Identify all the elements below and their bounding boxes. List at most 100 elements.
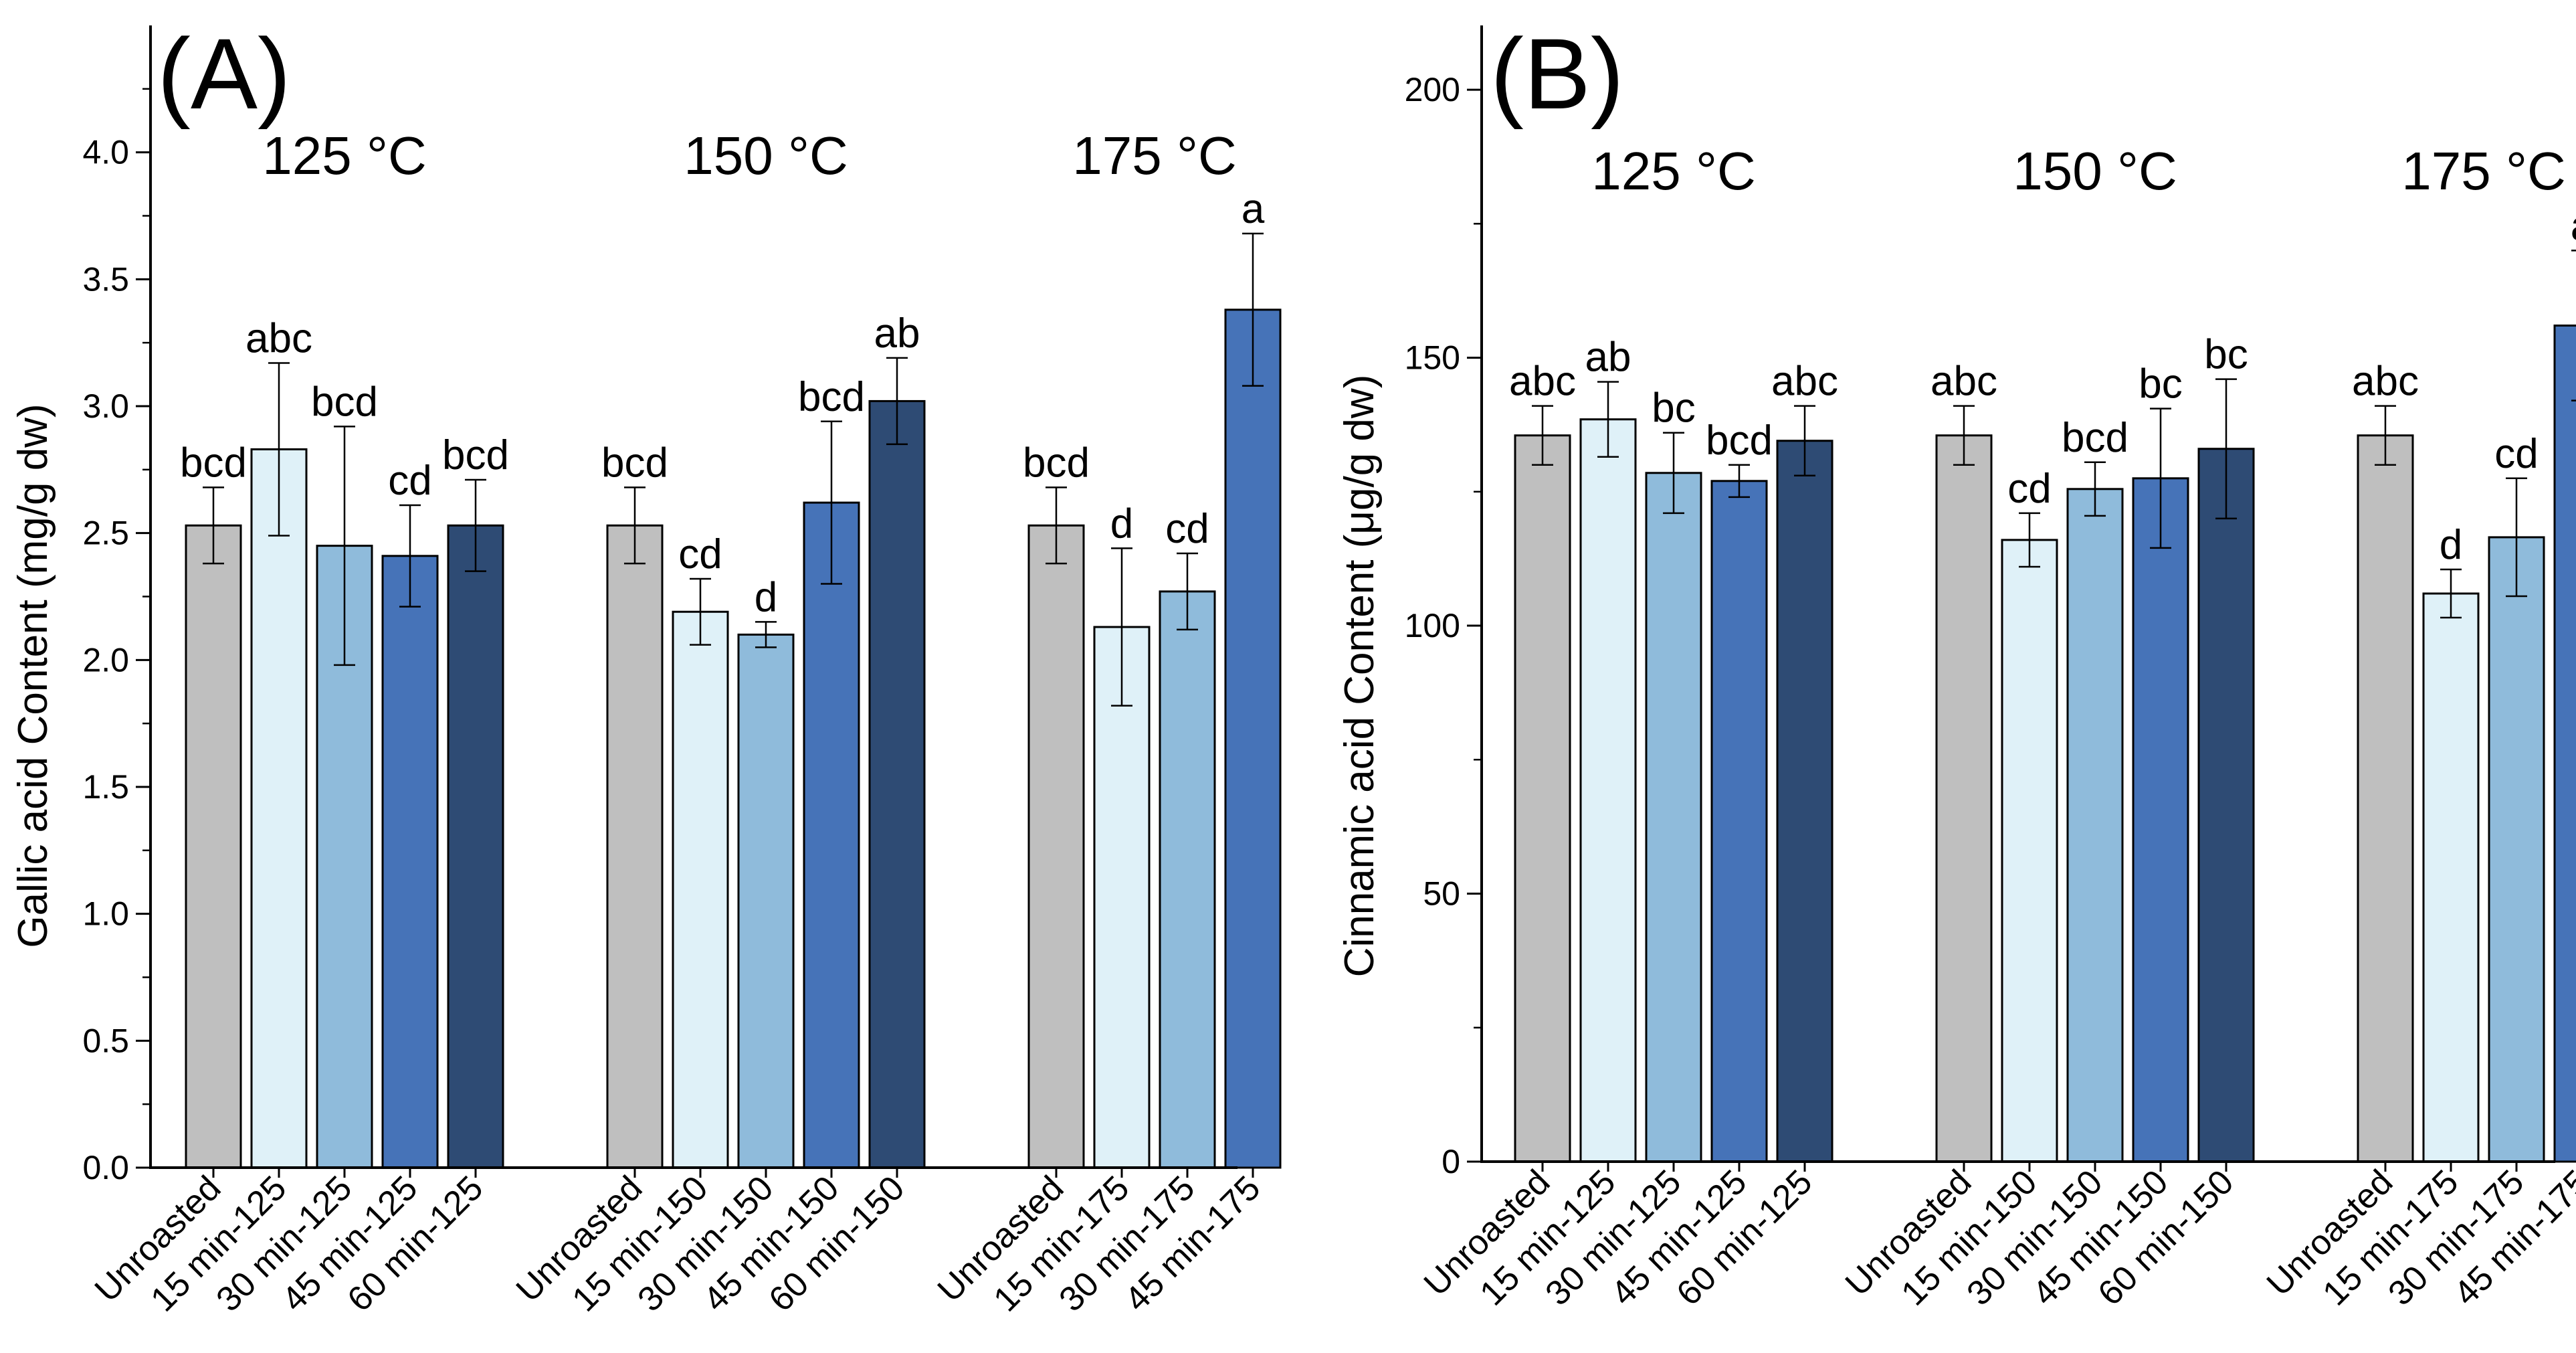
- significance-label: bcd: [1023, 440, 1090, 486]
- error-bar: [1177, 552, 1198, 631]
- bar: [672, 610, 729, 1169]
- y-tick-label: 3.5: [82, 260, 129, 298]
- bar: [803, 501, 860, 1169]
- panel-b-cinnamic-acid-chart: (B) Cinnamic acid Content (μg/g dw) abca…: [1336, 17, 2576, 1313]
- error-bar: [203, 486, 224, 565]
- error-bar: [1794, 405, 1815, 477]
- error-bar: [2440, 568, 2462, 619]
- y-tick-label: 150: [1405, 339, 1460, 377]
- panel-b-significance-labels: abcabbcbcdabcabccdbcdbcbcabcdcda: [1509, 203, 2576, 568]
- error-bar: [1242, 232, 1264, 387]
- significance-label: bcd: [798, 374, 865, 420]
- bar: [2197, 448, 2255, 1163]
- bar: [1027, 524, 1085, 1169]
- significance-label: cd: [2494, 431, 2538, 477]
- significance-label: abc: [245, 316, 312, 362]
- y-tick-label: 3.0: [82, 387, 129, 425]
- significance-label: cd: [1165, 506, 1209, 552]
- bar: [185, 524, 242, 1169]
- bar: [606, 524, 664, 1169]
- significance-label: bcd: [1706, 418, 1773, 464]
- y-tick-label: 0.5: [82, 1022, 129, 1059]
- y-tick-label: 2.5: [82, 515, 129, 552]
- bar: [1645, 472, 1702, 1163]
- panel-b-bars: [1514, 325, 2576, 1163]
- error-bar: [2215, 378, 2237, 520]
- panel-a-y-axis-label: Gallic acid Content (mg/g dw): [10, 403, 56, 948]
- bar: [737, 633, 795, 1169]
- bar: [2132, 477, 2189, 1163]
- panel-a-label: (A): [157, 17, 291, 130]
- bar: [1579, 418, 1637, 1163]
- significance-label: a: [2571, 203, 2576, 249]
- bar: [2357, 434, 2414, 1163]
- significance-label: d: [2440, 522, 2462, 568]
- error-bar: [2019, 512, 2040, 568]
- error-bar: [268, 362, 290, 537]
- error-bar: [755, 621, 777, 648]
- significance-label: bc: [2204, 332, 2248, 378]
- significance-label: abc: [2352, 359, 2419, 405]
- y-tick-label: 0.0: [82, 1149, 129, 1186]
- bar: [2553, 325, 2576, 1163]
- error-bar: [2506, 477, 2527, 598]
- bar: [1224, 308, 1282, 1169]
- bar: [250, 448, 308, 1169]
- temperature-label: 125 °C: [1591, 141, 1755, 201]
- panel-b-axes: [1480, 25, 2555, 1163]
- significance-label: bcd: [311, 379, 378, 425]
- significance-label: d: [755, 574, 777, 620]
- error-bar: [2084, 461, 2106, 517]
- bar: [1776, 440, 1834, 1163]
- significance-label: a: [1242, 186, 1265, 232]
- significance-label: bc: [2139, 361, 2182, 408]
- significance-label: abc: [1930, 359, 1997, 405]
- bar: [2488, 536, 2545, 1163]
- y-tick-label: 50: [1423, 875, 1460, 913]
- y-tick-label: 100: [1405, 607, 1460, 644]
- panel-a-temperature-labels: 125 °C 150 °C 175 °C: [262, 126, 1236, 185]
- y-tick-label: 0: [1442, 1143, 1460, 1180]
- error-bar: [2571, 250, 2576, 401]
- significance-label: abc: [1771, 359, 1838, 405]
- error-bar: [1597, 381, 1619, 458]
- panel-a-y-ticks: 0.0 0.5 1.0 1.5 2.0 2.5 3.0 3.5 4.0: [82, 88, 151, 1186]
- temperature-label: 175 °C: [1072, 126, 1236, 185]
- significance-label: ab: [1585, 335, 1631, 381]
- error-bar: [1046, 486, 1067, 565]
- error-bar: [399, 504, 421, 608]
- significance-label: bcd: [2062, 415, 2128, 461]
- error-bar: [2150, 408, 2171, 549]
- significance-label: bcd: [601, 440, 668, 486]
- error-bar: [1728, 464, 1750, 499]
- error-bar: [821, 420, 842, 585]
- y-tick-label: 1.5: [82, 768, 129, 806]
- error-bar: [2375, 405, 2396, 466]
- error-bar: [334, 426, 355, 666]
- panel-b-y-axis-label: Cinnamic acid Content (μg/g dw): [1336, 375, 1383, 978]
- bar: [2066, 488, 2124, 1163]
- panel-b-label: (B): [1490, 17, 1624, 130]
- error-bar: [1663, 432, 1684, 515]
- y-tick-label: 1.0: [82, 895, 129, 933]
- significance-label: ab: [874, 310, 920, 357]
- significance-label: d: [1110, 501, 1133, 547]
- error-bar: [624, 486, 646, 565]
- panel-a-bars: [185, 308, 1282, 1169]
- bar: [1093, 626, 1151, 1169]
- bar: [868, 399, 926, 1169]
- error-bar: [690, 577, 711, 646]
- y-tick-label: 4.0: [82, 134, 129, 171]
- y-tick-label: 200: [1405, 71, 1460, 108]
- significance-label: cd: [2007, 466, 2051, 512]
- bar: [381, 555, 439, 1169]
- y-tick-label: 2.0: [82, 641, 129, 679]
- panel-a-gallic-acid-chart: (A) Gallic acid Content (mg/g dw) bcdabc…: [10, 17, 1282, 1319]
- significance-label: abc: [1509, 359, 1576, 405]
- significance-label: bcd: [442, 432, 509, 478]
- panel-b-y-ticks: 0 50 100 150 200: [1405, 71, 1482, 1180]
